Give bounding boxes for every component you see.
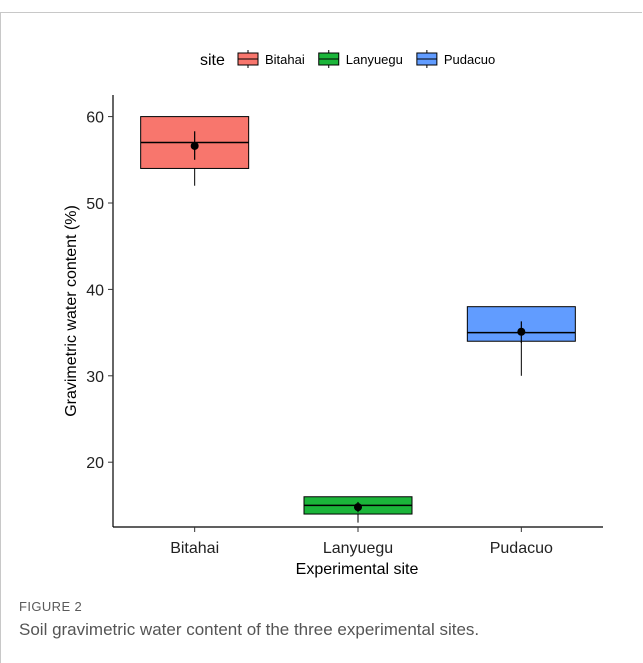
mean-point	[517, 327, 526, 336]
x-tick-label: Bitahai	[170, 540, 219, 557]
box-group-lanyuegu	[303, 496, 413, 523]
legend: site Bitahai Lanyuegu Pudacuo	[200, 50, 495, 69]
y-tick-label: 50	[86, 196, 104, 213]
x-tick-label: Pudacuo	[490, 540, 553, 557]
box-group-bitahai	[140, 116, 250, 186]
x-tick-label: Lanyuegu	[323, 540, 393, 557]
figure-label: FIGURE 2	[19, 599, 83, 614]
legend-item-lanyuegu: Lanyuegu	[318, 50, 403, 68]
box-group-pudacuo	[466, 306, 576, 376]
mean-point	[354, 503, 362, 512]
y-tick-label: 20	[86, 455, 104, 472]
legend-item-pudacuo: Pudacuo	[416, 50, 495, 68]
y-tick-label: 60	[86, 110, 104, 127]
x-axis-label: Experimental site	[296, 561, 419, 578]
mean-point	[190, 141, 199, 150]
legend-item-bitahai: Bitahai	[237, 50, 305, 68]
y-axis-label: Gravimetric water content (%)	[63, 205, 80, 417]
chart: site Bitahai Lanyuegu Pudacuo 20 30 40 50 60 B…	[63, 50, 603, 578]
y-tick-label: 30	[86, 369, 104, 386]
legend-label: Bitahai	[265, 52, 305, 67]
y-tick-label: 40	[86, 282, 104, 299]
legend-title: site	[200, 52, 225, 69]
figure-caption: Soil gravimetric water content of the th…	[19, 620, 480, 639]
legend-label: Lanyuegu	[346, 52, 403, 67]
legend-label: Pudacuo	[444, 52, 495, 67]
